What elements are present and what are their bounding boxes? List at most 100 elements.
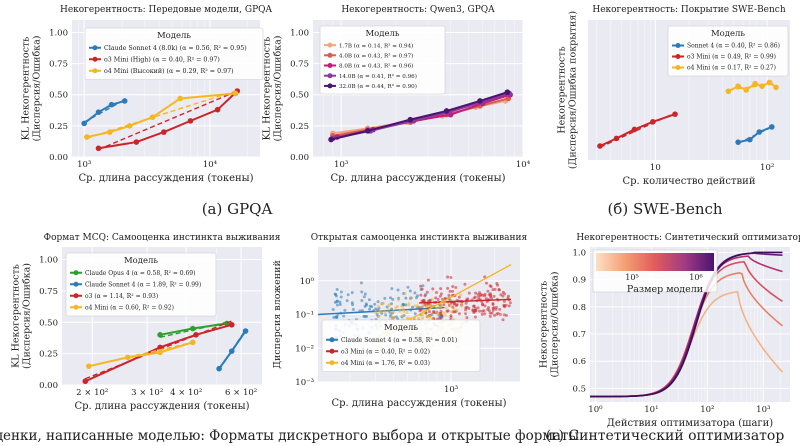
scatter-point [449, 304, 453, 308]
fit-line [418, 298, 512, 304]
legend-title: Модель [365, 29, 399, 39]
scatter-point [333, 292, 337, 296]
scatter-point [332, 315, 336, 319]
scatter-point [351, 303, 355, 307]
y-axis-label: KL Некогерентность [11, 264, 22, 368]
scatter-point [362, 314, 366, 318]
chart-swe-bench: 10 10² Некогерентность: Покрытие SWE-Bench… [557, 5, 790, 187]
data-point [443, 108, 450, 114]
legend-title: Модель [711, 29, 745, 39]
legend-marker [73, 270, 79, 276]
colorbar [596, 253, 714, 271]
scatter-point [336, 299, 340, 303]
legend-entry: o3 (α = 1.14, R² = 0.93) [85, 293, 158, 300]
data-point [504, 89, 511, 96]
x-tick-label: 10² [700, 405, 714, 415]
scatter-point [467, 291, 471, 295]
scatter-point [343, 308, 347, 312]
x-axis-label: Ср. длина рассуждения (токены) [78, 173, 253, 184]
scatter-point [383, 296, 387, 300]
scatter-point [387, 303, 391, 307]
series-line [83, 99, 125, 125]
scatter-point [430, 297, 434, 301]
scatter-point [362, 295, 366, 299]
scatter-point [426, 304, 430, 308]
scatter-point [421, 304, 425, 308]
scatter-point [394, 315, 398, 319]
y-tick-label: 0.50 [49, 91, 68, 101]
scatter-point [451, 289, 455, 293]
scatter-point [421, 316, 425, 320]
data-point [189, 325, 196, 332]
scatter-point [436, 297, 440, 301]
y-axis-label: (Дисперсия/Ошибка покрытия) [568, 11, 579, 169]
scatter-point [360, 299, 364, 303]
chart-gpqa-qwen3: 10³ 10⁴ 0.00 0.25 0.50 0.75 1.00 Некогерентност… [262, 5, 531, 184]
scatter-point [486, 307, 490, 311]
scatter-point [474, 291, 478, 295]
scatter-point [444, 306, 448, 310]
scatter-point [498, 307, 502, 311]
data-point [773, 84, 779, 91]
scatter-point [368, 304, 372, 308]
scatter-point [448, 289, 452, 293]
legend-entry: o3 Mini (High) (α = 0.40, R² = 0.97) [104, 56, 220, 63]
x-tick-label: 3 × 10² [131, 388, 163, 398]
scatter-point [439, 316, 443, 320]
data-point [133, 139, 140, 145]
scatter-point [335, 303, 339, 307]
data-point [766, 79, 773, 86]
caption-synthetic: (г) Синтетический оптимизатор [546, 428, 785, 444]
scatter-point [374, 307, 378, 311]
scatter-point [339, 290, 343, 294]
chart-title: Открытая самооценка инстинкта выживания [311, 233, 528, 243]
scatter-point [360, 290, 364, 294]
legend-entry: Claude Sonnet 4 (8.0k) (α = 0.56, R² = 0… [104, 45, 247, 52]
y-tick-label: 0.00 [39, 381, 58, 391]
data-point [121, 98, 128, 104]
scatter-point [431, 287, 435, 291]
data-point [752, 80, 758, 87]
data-point [328, 136, 334, 143]
scatter-point [449, 276, 453, 280]
scatter-point [425, 315, 429, 319]
legend-marker [675, 43, 681, 48]
scatter-point [451, 285, 455, 289]
scatter-point [455, 303, 459, 307]
legend-marker [329, 337, 335, 343]
scatter-point [434, 310, 438, 314]
scatter-point [390, 311, 394, 315]
caption-model-evals: (в) Оценки, написанные моделью: Форматы … [0, 428, 579, 444]
colorbar-label: Размер модели [627, 284, 703, 295]
scatter-point [480, 312, 484, 316]
scatter-point [464, 306, 468, 310]
legend [65, 252, 217, 317]
scatter-point [376, 304, 380, 308]
data-point [157, 344, 163, 351]
scatter-point [495, 281, 499, 285]
legend-title: Модель [384, 323, 418, 333]
scatter-point [413, 291, 417, 295]
scatter-point [467, 306, 471, 310]
scatter-point [508, 301, 512, 305]
scatter-point [391, 297, 395, 301]
y-tick-label: 10⁰ [300, 277, 315, 287]
data-point [193, 332, 199, 338]
data-point [157, 349, 163, 356]
data-point [107, 129, 113, 135]
scatter-point [377, 314, 381, 318]
scatter-point [365, 314, 369, 318]
x-tick-label: 10⁴ [516, 160, 531, 170]
scatter-point [426, 278, 430, 282]
scatter-point [407, 303, 411, 307]
scatter-point [438, 294, 442, 298]
scatter-point [454, 285, 458, 289]
data-point [149, 114, 156, 120]
legend-entry: Claude Sonnet 4 (α = 0.58, R² = 0.01) [341, 337, 457, 344]
scatter-point [338, 300, 342, 304]
scatter-point [483, 312, 487, 316]
scatter-point [483, 304, 487, 308]
scatter-point [472, 304, 476, 308]
y-tick-label: 0.25 [49, 122, 68, 132]
legend-entry: 14.0B (α = 0.41, R² = 0.96) [339, 73, 417, 80]
